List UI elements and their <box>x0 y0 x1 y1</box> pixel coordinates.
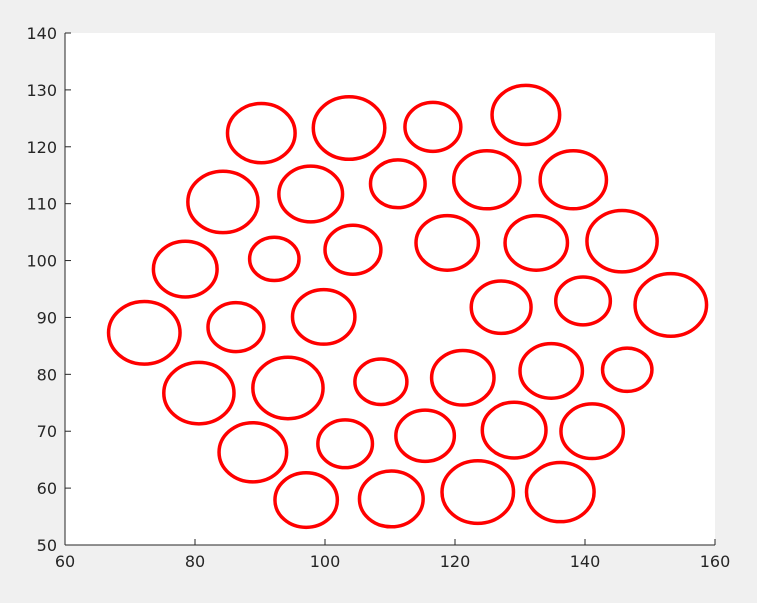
y-tick-label: 140 <box>26 24 57 43</box>
circle <box>440 459 516 526</box>
circle <box>357 469 425 529</box>
circle <box>633 271 709 338</box>
circle <box>316 418 375 470</box>
circle <box>503 213 570 272</box>
circle <box>429 348 496 407</box>
circle <box>251 355 325 421</box>
circle <box>273 471 340 530</box>
circle <box>353 357 409 407</box>
x-tick-label: 160 <box>700 552 731 571</box>
y-tick-label: 110 <box>26 195 57 214</box>
y-tick-label: 60 <box>37 479 57 498</box>
circle <box>151 239 219 299</box>
circle <box>394 408 457 464</box>
y-tick-label: 130 <box>26 81 57 100</box>
circle <box>559 402 626 461</box>
x-tick-label: 140 <box>570 552 601 571</box>
circle <box>106 299 182 366</box>
circle <box>554 275 613 327</box>
circle <box>247 235 301 283</box>
x-tick-label: 100 <box>310 552 341 571</box>
circle <box>490 83 562 147</box>
circle <box>403 100 463 154</box>
circle <box>600 346 654 394</box>
circle <box>451 149 522 211</box>
circle <box>186 169 260 235</box>
x-tick-label: 120 <box>440 552 471 571</box>
circle <box>538 149 609 211</box>
y-tick-label: 90 <box>37 308 57 327</box>
y-tick-label: 100 <box>26 252 57 271</box>
x-tick-label: 80 <box>185 552 205 571</box>
circle <box>368 158 427 210</box>
circle <box>277 164 345 224</box>
circle <box>480 400 548 460</box>
y-tick-label: 70 <box>37 422 57 441</box>
circle <box>469 279 533 336</box>
circle <box>206 300 266 354</box>
circle <box>518 341 585 400</box>
y-tick-label: 120 <box>26 138 57 157</box>
y-tick-label: 50 <box>37 536 57 555</box>
circle <box>162 360 236 426</box>
circle <box>524 460 596 524</box>
x-tick-label: 60 <box>55 552 75 571</box>
circle <box>290 287 357 346</box>
circle <box>323 223 383 276</box>
circle <box>414 213 481 272</box>
circle <box>217 420 289 484</box>
y-tick-label: 80 <box>37 365 57 384</box>
circle <box>585 208 659 274</box>
circle <box>311 94 387 162</box>
circle <box>225 101 297 165</box>
